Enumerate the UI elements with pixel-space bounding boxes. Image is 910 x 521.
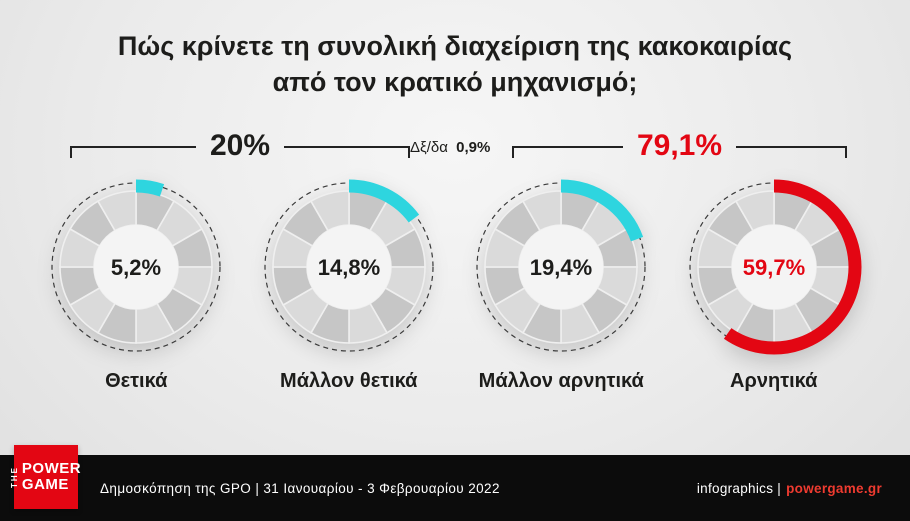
title-line-1: Πώς κρίνετε τη συνολική διαχείριση της κ… <box>117 31 793 61</box>
value-label: 19,4% <box>530 255 592 280</box>
value-label: 14,8% <box>318 255 380 280</box>
value-arc <box>348 179 419 223</box>
logo-game-text: GAME <box>21 476 69 493</box>
bracket-right-segment <box>284 146 410 159</box>
bracket-left-segment <box>70 146 196 159</box>
category-label: Αρνητικά <box>730 370 818 392</box>
donut-hole <box>519 225 604 309</box>
powergame-logo: THE POWER GAME <box>9 445 81 509</box>
dashed-ring <box>264 182 434 352</box>
dashed-ring <box>476 182 646 352</box>
credit-text: infographics | powergame.gr <box>697 481 882 496</box>
bracket-negative-group: 79,1% <box>512 130 847 162</box>
donut-svg-4: 59,7% <box>689 179 862 355</box>
value-arc <box>561 179 644 242</box>
negative-group-label: 79,1% <box>636 129 723 162</box>
donut-3: 19,4% Μάλλον αρνητικά <box>455 172 668 393</box>
title-line-2: από τον κρατικό μηχανισμό; <box>272 67 638 98</box>
value-arc <box>723 179 862 355</box>
dont-know-label: Δξ/δα 0,9% <box>410 139 490 156</box>
dont-know-prefix: Δξ/δα <box>410 139 448 156</box>
donut-svg-1: 5,2% <box>51 179 221 352</box>
bracket-positive-group: 20% <box>70 130 410 162</box>
value-label: 59,7% <box>743 255 805 280</box>
donut-row: 5,2% Θετικά 14,8% Μάλλον θετικά 19,4% Μάλλον … <box>30 172 880 393</box>
category-label: Θετικά <box>105 370 168 392</box>
donut-hole <box>731 225 816 309</box>
dont-know-value: 0,9% <box>456 139 491 156</box>
donut-2: 14,8% Μάλλον θετικά <box>243 172 456 393</box>
value-arc <box>136 179 165 197</box>
footer-bar: Δημοσκόπηση της GPO | 31 Ιανουαρίου - 3 … <box>0 455 910 521</box>
donut-hole <box>94 225 179 309</box>
donut-4: 59,7% Αρνητικά <box>668 172 881 393</box>
credit-plain: infographics | <box>696 480 782 496</box>
bracket-left-segment <box>512 146 623 159</box>
dashed-ring <box>51 182 221 352</box>
source-text: Δημοσκόπηση της GPO | 31 Ιανουαρίου - 3 … <box>100 480 500 496</box>
donut-svg-3: 19,4% <box>476 179 646 352</box>
chart-title: Πώς κρίνετε τη συνολική διαχείριση της κ… <box>0 28 910 101</box>
logo-words: POWER GAME <box>22 461 81 493</box>
value-label: 5,2% <box>111 255 161 280</box>
category-label: Μάλλον θετικά <box>280 370 418 392</box>
bracket-right-segment <box>736 146 847 159</box>
logo-the-text: THE <box>9 466 19 488</box>
credit-brand: powergame.gr <box>786 480 882 496</box>
positive-group-label: 20% <box>209 129 271 162</box>
donut-svg-2: 14,8% <box>264 179 434 352</box>
category-label: Μάλλον αρνητικά <box>478 370 644 392</box>
donut-1: 5,2% Θετικά <box>30 172 243 393</box>
donut-hole <box>306 225 391 309</box>
logo-power-text: POWER <box>21 460 82 478</box>
